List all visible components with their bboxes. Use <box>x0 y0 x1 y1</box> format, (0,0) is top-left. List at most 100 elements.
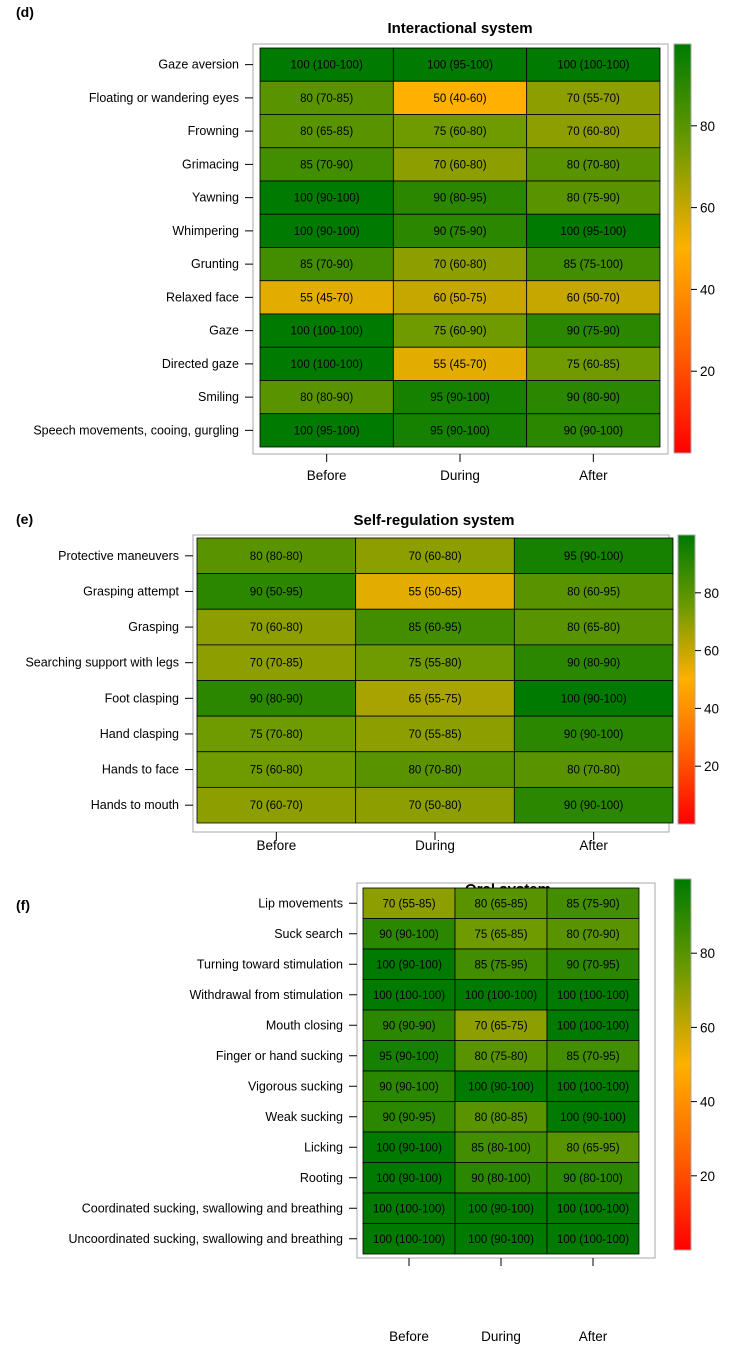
cell-label: 100 (90-100) <box>294 226 360 238</box>
heatmap-cell <box>454 1101 548 1133</box>
row-label: Coordinated sucking, swallowing and brea… <box>82 1201 343 1215</box>
heatmap-cell <box>259 247 394 282</box>
x-tick-label: Before <box>307 468 347 483</box>
cell-label: 75 (60-90) <box>433 326 486 338</box>
cell-label: 55 (45-70) <box>433 359 486 371</box>
cell-label: 100 (95-100) <box>427 60 493 72</box>
cell-label: 100 (100-100) <box>373 1203 445 1215</box>
colorbar-tick-label: 40 <box>704 701 719 716</box>
x-tick-label: Before <box>256 838 296 853</box>
cell-label: 100 (90-100) <box>561 693 627 705</box>
cell-label: 90 (75-90) <box>433 226 486 238</box>
heatmap-cell <box>392 413 528 448</box>
heatmap-cell <box>362 1040 456 1072</box>
heatmap-cell <box>259 147 394 182</box>
x-tick-label: After <box>579 468 608 483</box>
row-label: Uncoordinated sucking, swallowing and br… <box>69 1232 344 1246</box>
cell-label: 75 (55-80) <box>408 658 461 670</box>
cell-label: 90 (80-90) <box>250 693 303 705</box>
heatmap-cell <box>513 608 674 646</box>
cell-label: 75 (60-85) <box>567 359 620 371</box>
heatmap-cell <box>196 680 357 717</box>
cell-label: 85 (75-100) <box>564 259 624 271</box>
cell-label: 70 (60-80) <box>567 126 620 138</box>
cell-label: 85 (70-90) <box>300 159 353 171</box>
cell-label: 100 (100-100) <box>557 1020 629 1032</box>
cell-label: 100 (100-100) <box>557 1203 629 1215</box>
cell-label: 85 (70-95) <box>566 1051 619 1063</box>
heatmap-cell <box>259 413 394 448</box>
heatmap-cell <box>454 1131 548 1163</box>
heatmap-cell <box>526 346 661 381</box>
row-label: Smiling <box>198 390 239 404</box>
cell-label: 70 (55-85) <box>382 898 435 910</box>
row-label: Speech movements, cooing, gurgling <box>33 423 239 437</box>
cell-label: 80 (70-90) <box>566 929 619 941</box>
heatmap-cell <box>526 180 661 215</box>
heatmap-cell <box>526 380 661 415</box>
heatmap-cell <box>546 1162 640 1194</box>
colorbar-tick-label: 80 <box>704 586 719 601</box>
cell-label: 90 (90-100) <box>379 1081 439 1093</box>
cell-label: 100 (90-100) <box>468 1203 534 1215</box>
cell-label: 70 (55-85) <box>408 729 461 741</box>
cell-label: 55 (45-70) <box>300 292 353 304</box>
heatmap-cell <box>355 715 515 753</box>
heatmap-cell <box>362 1070 456 1102</box>
cell-label: 90 (80-90) <box>567 392 620 404</box>
heatmap-cell <box>546 1131 640 1163</box>
heatmap-cell <box>526 247 661 282</box>
cell-label: 100 (100-100) <box>373 990 445 1002</box>
cell-label: 80 (80-85) <box>474 1112 527 1124</box>
heatmap-cell <box>454 1070 548 1102</box>
cell-label: 75 (60-80) <box>250 765 303 777</box>
heatmap-cell <box>196 608 357 646</box>
row-label: Vigorous sucking <box>248 1079 343 1093</box>
heatmap-cell <box>259 80 394 115</box>
cell-label: 90 (90-100) <box>379 929 439 941</box>
heatmap-cell <box>526 80 661 115</box>
heatmap-panel-1: (d) Interactional system Gaze aversion 100 … <box>16 4 715 483</box>
cell-label: 100 (90-100) <box>376 1173 442 1185</box>
heatmap-cell <box>259 313 394 348</box>
heatmap-cell <box>526 47 661 82</box>
cell-label: 100 (100-100) <box>557 60 629 72</box>
cell-label: 95 (90-100) <box>564 551 624 563</box>
heatmap-cell <box>513 573 674 610</box>
cell-label: 100 (100-100) <box>291 359 363 371</box>
cell-label: 100 (90-100) <box>376 959 442 971</box>
heatmap-panel-2: (e) Self-regulation system Protective mane… <box>16 511 719 853</box>
row-label: Yawning <box>192 191 239 205</box>
heatmap-cell <box>513 751 674 788</box>
panel-label: (d) <box>16 4 34 20</box>
cell-label: 70 (70-85) <box>250 658 303 670</box>
cell-label: 100 (90-100) <box>468 1234 534 1246</box>
row-label: Lip movements <box>258 896 343 910</box>
cell-label: 100 (100-100) <box>291 60 363 72</box>
heatmap-cell <box>546 1223 640 1255</box>
cell-label: 80 (80-80) <box>250 551 303 563</box>
heatmap-cell <box>454 887 548 919</box>
row-label: Grimacing <box>182 157 239 171</box>
heatmap-cell <box>513 537 674 575</box>
cell-label: 70 (65-75) <box>474 1020 527 1032</box>
row-label: Finger or hand sucking <box>216 1049 343 1063</box>
chart-title: Self-regulation system <box>354 512 515 529</box>
cell-label: 100 (100-100) <box>557 1081 629 1093</box>
heatmap-cell <box>546 887 640 919</box>
heatmap-cell <box>513 644 674 681</box>
cell-label: 90 (80-95) <box>433 193 486 205</box>
cell-label: 70 (60-80) <box>433 159 486 171</box>
cell-label: 90 (80-100) <box>563 1173 623 1185</box>
cell-label: 100 (95-100) <box>294 425 360 437</box>
row-label: Mouth closing <box>266 1018 343 1032</box>
plot-frame <box>356 882 656 1259</box>
heatmap-cell <box>196 786 357 824</box>
cell-label: 100 (100-100) <box>291 326 363 338</box>
panel-label: (f) <box>16 897 30 913</box>
cell-label: 100 (100-100) <box>373 1234 445 1246</box>
heatmap-cell <box>546 1192 640 1224</box>
cell-label: 90 (90-100) <box>564 425 624 437</box>
row-label: Gaze aversion <box>158 58 239 72</box>
